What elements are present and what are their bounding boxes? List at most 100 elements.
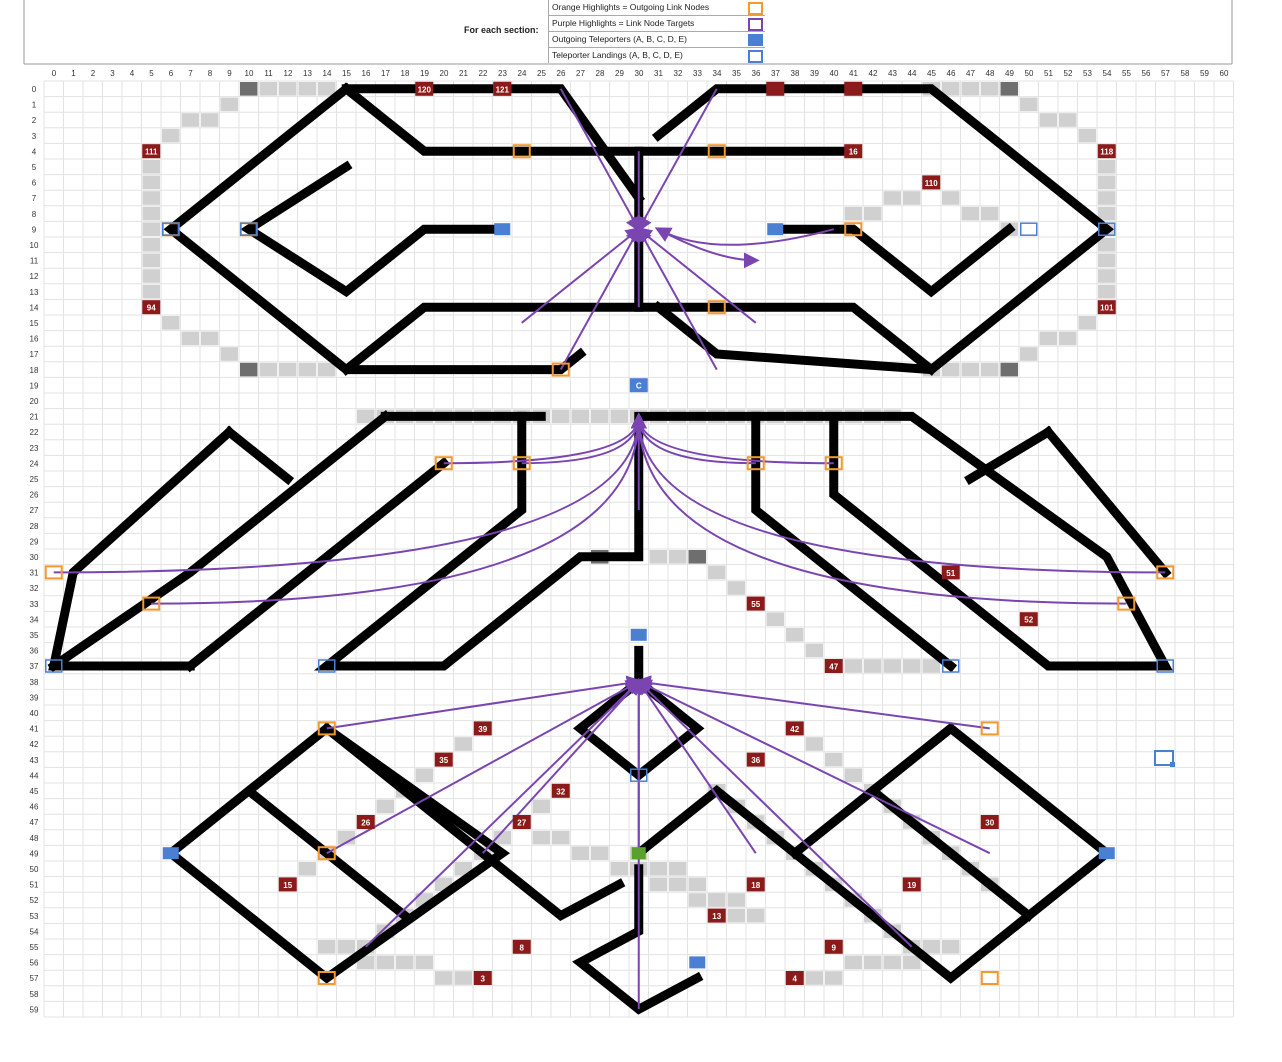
col-label: 46	[947, 69, 956, 78]
path-cell	[318, 940, 336, 954]
wall-segment	[1041, 425, 1172, 579]
legend-heading: For each section:	[464, 25, 539, 35]
path-cell	[922, 659, 940, 673]
col-label: 31	[654, 69, 663, 78]
path-cell	[357, 409, 375, 424]
map-node-label: 35	[439, 756, 448, 765]
path-cell	[396, 955, 414, 970]
selection-handle-icon	[1154, 750, 1174, 766]
link-arrow	[635, 678, 913, 948]
col-label: 30	[635, 69, 644, 78]
wall-segment	[751, 411, 958, 673]
map-node-box	[844, 144, 863, 159]
col-label: 33	[693, 69, 702, 78]
row-label: 29	[30, 537, 39, 546]
map-node-label: 30	[985, 819, 994, 828]
path-cell	[805, 737, 823, 751]
row-label: 28	[30, 522, 39, 531]
col-label: 0	[52, 69, 57, 78]
map-node: 35	[434, 752, 453, 767]
path-cell	[786, 628, 804, 642]
col-label: 16	[362, 69, 371, 78]
outgoing-teleporter	[1098, 847, 1115, 860]
path-cell	[142, 269, 160, 283]
row-label: 38	[30, 678, 39, 687]
map-node-label: 3	[481, 975, 486, 984]
col-label: 42	[869, 69, 878, 78]
col-label: 40	[830, 69, 839, 78]
map-node-box	[629, 378, 648, 393]
path-cell	[688, 550, 706, 564]
col-label: 22	[479, 69, 488, 78]
row-label: 33	[30, 600, 39, 609]
path-cell	[844, 955, 862, 970]
map-node: C	[629, 378, 648, 393]
path-cell	[1098, 175, 1116, 190]
path-cell	[220, 97, 238, 112]
row-label: 18	[30, 366, 39, 375]
col-label: 50	[1025, 69, 1034, 78]
col-label: 59	[1200, 69, 1209, 78]
path-cell	[201, 331, 219, 346]
path-cell	[805, 643, 823, 658]
row-label: 3	[32, 132, 37, 141]
path-cell	[454, 737, 472, 751]
path-cell	[903, 191, 921, 205]
row-label: 49	[30, 849, 39, 858]
map-node-box	[1097, 144, 1116, 159]
path-cell	[571, 846, 589, 860]
path-cell	[981, 206, 999, 221]
row-label: 58	[30, 990, 39, 999]
path-cell	[864, 206, 882, 221]
outgoing-link-node	[317, 721, 336, 736]
path-cell	[688, 893, 706, 907]
path-cell	[610, 862, 628, 876]
col-label: 20	[440, 69, 449, 78]
link-arrow	[634, 675, 990, 730]
legend-row-orange: Orange Highlights = Outgoing Link Nodes	[548, 0, 765, 16]
row-label: 45	[30, 787, 39, 796]
row-label: 22	[30, 428, 39, 437]
col-label: 11	[264, 69, 273, 78]
map-node-label: 19	[907, 881, 916, 890]
outgoing-link-node	[1156, 565, 1175, 580]
col-label: 29	[615, 69, 624, 78]
row-label: 11	[30, 257, 39, 266]
teleporter-landing	[1098, 222, 1116, 236]
row-label: 39	[30, 693, 39, 702]
row-label: 52	[30, 896, 39, 905]
path-cell	[1098, 191, 1116, 205]
outgoing-link-node	[551, 362, 570, 377]
row-label: 14	[30, 303, 39, 312]
link-arrow	[365, 678, 642, 948]
col-label: 37	[771, 69, 780, 78]
map-node-box	[356, 815, 375, 829]
path-cell	[142, 222, 160, 236]
path-cell	[337, 940, 355, 954]
map-node-label: 9	[832, 943, 837, 952]
path-cell	[883, 955, 901, 970]
link-arrow	[53, 412, 647, 574]
path-cell	[669, 550, 687, 564]
row-label: 42	[30, 740, 39, 749]
map-node-box	[512, 815, 531, 829]
map-node: 52	[1019, 612, 1038, 627]
map-node-box	[922, 175, 941, 190]
path-cell	[1098, 206, 1116, 221]
path-cell	[1039, 113, 1057, 127]
path-cell	[552, 830, 570, 845]
path-cell	[493, 830, 511, 845]
row-label: 26	[30, 491, 39, 500]
row-label: 1	[32, 101, 37, 110]
path-cell	[844, 768, 862, 782]
row-label: 24	[30, 459, 39, 468]
col-label: 54	[1103, 69, 1112, 78]
map-node-label: 15	[283, 881, 292, 890]
row-label: 31	[30, 569, 39, 578]
map-node-label: 94	[147, 304, 156, 313]
link-arrow	[326, 679, 643, 855]
col-label: 43	[888, 69, 897, 78]
